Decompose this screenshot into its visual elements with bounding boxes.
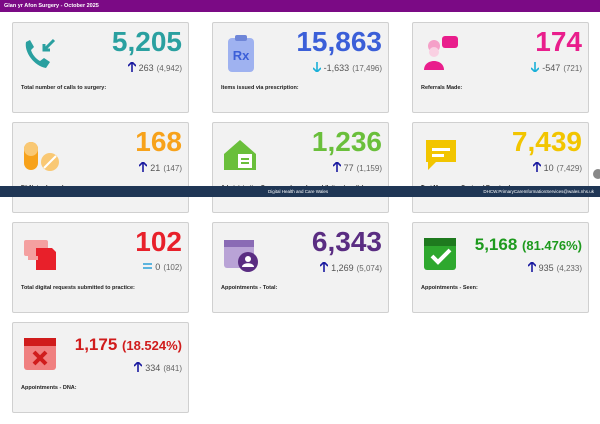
change-value: 935	[538, 263, 554, 273]
value-number: 168	[135, 126, 182, 157]
kpi-label: Appointments - Seen:	[421, 285, 478, 291]
value-number: 15,863	[296, 26, 382, 57]
value-number: 6,343	[311, 226, 382, 257]
previous-value: (102)	[163, 262, 182, 272]
trend-arrow	[138, 161, 148, 174]
card-icon	[224, 140, 256, 170]
change-value: 263	[138, 63, 154, 73]
previous-value: (1,159)	[356, 163, 382, 173]
kpi-card: 102 0 (102) Total digital requests submitte…	[12, 222, 189, 313]
kpi-value: 1,236	[312, 126, 382, 158]
trend-arrow	[319, 261, 329, 274]
svg-text:Rx: Rx	[233, 48, 250, 63]
card-icon	[24, 240, 56, 270]
change-value: 10	[543, 163, 554, 173]
kpi-card: 174 -547 (721) Referrals Made:	[412, 22, 589, 113]
trend-arrow	[127, 61, 137, 74]
kpi-change: 334 (841)	[133, 361, 182, 374]
value-number: 1,175	[74, 335, 118, 354]
kpi-label: Items issued via prescription:	[221, 85, 299, 91]
value-number: 174	[535, 26, 582, 57]
change-value: 77	[343, 163, 354, 173]
kpi-card: 1,175 (18.524%) 334 (841) Appointments - DN…	[12, 322, 189, 413]
change-value: 334	[145, 363, 161, 373]
kpi-card: 6,343 1,269 (5,074) Appointments - Total:	[212, 222, 389, 313]
kpi-change: 263 (4,942)	[127, 61, 182, 74]
kpi-label: Referrals Made:	[421, 85, 463, 91]
previous-value: (17,496)	[352, 63, 382, 73]
kpi-value: 5,205	[112, 26, 182, 58]
card-icon	[424, 238, 456, 270]
card-icon	[25, 38, 56, 68]
header-title: Glan yr Afon Surgery - October 2025	[0, 0, 600, 12]
value-number: 102	[135, 226, 182, 257]
kpi-change: 10 (7,429)	[532, 161, 582, 174]
value-number: 7,439	[511, 126, 582, 157]
kpi-card: 5,168 (81.476%) 935 (4,233) Appointments - …	[412, 222, 589, 313]
kpi-value: 15,863	[296, 26, 382, 58]
kpi-value: 102	[135, 226, 182, 258]
card-icon	[24, 338, 56, 370]
kpi-change: 21 (147)	[138, 161, 182, 174]
value-number: 1,236	[311, 126, 382, 157]
change-value: 21	[150, 163, 161, 173]
kpi-value: 174	[535, 26, 582, 58]
scroll-handle[interactable]	[593, 169, 600, 179]
trend-arrow	[312, 62, 322, 74]
card-icon	[426, 140, 456, 170]
previous-value: (721)	[563, 63, 582, 73]
card-icon	[24, 142, 59, 171]
previous-value: (5,074)	[356, 263, 382, 273]
kpi-change: 77 (1,159)	[332, 161, 382, 174]
value-percent: (18.524%)	[122, 338, 182, 353]
change-value: 1,269	[331, 263, 354, 273]
kpi-label: Total digital requests submitted to prac…	[21, 285, 135, 291]
previous-value: (7,429)	[556, 163, 582, 173]
kpi-change: 0 (102)	[143, 262, 182, 272]
card-icon: Rx	[228, 35, 254, 72]
kpi-change: -547 (721)	[530, 62, 582, 74]
card-icon	[224, 240, 258, 272]
trend-arrow	[143, 262, 153, 272]
previous-value: (841)	[163, 363, 182, 373]
kpi-change: 935 (4,233)	[527, 261, 582, 274]
kpi-value: 1,175 (18.524%)	[75, 335, 182, 355]
card-icon	[424, 36, 458, 70]
trend-arrow	[530, 62, 540, 74]
previous-value: (4,233)	[556, 263, 582, 273]
kpi-label: Appointments - Total:	[221, 285, 278, 291]
trend-arrow	[527, 261, 537, 274]
kpi-value: 7,439	[512, 126, 582, 158]
kpi-value: 168	[135, 126, 182, 158]
previous-value: (147)	[163, 163, 182, 173]
trend-arrow	[532, 161, 542, 174]
kpi-card: 5,205 263 (4,942) Total number of calls to …	[12, 22, 189, 113]
value-number: 5,168	[474, 235, 518, 254]
kpi-change: 1,269 (5,074)	[319, 261, 382, 274]
kpi-value: 5,168 (81.476%)	[475, 235, 582, 255]
kpi-value: 6,343	[312, 226, 382, 258]
footer-email[interactable]: DHCW.PrimaryCareInformationServices@wale…	[483, 189, 594, 194]
footer-left: Digital Health and Care Wales	[268, 189, 329, 194]
footer-bar: Digital Health and Care Wales DHCW.Prima…	[0, 186, 600, 197]
kpi-change: -1,633 (17,496)	[312, 62, 382, 74]
trend-arrow	[133, 361, 143, 374]
kpi-label: Total number of calls to surgery:	[21, 85, 107, 91]
change-value: -1,633	[323, 63, 350, 73]
change-value: 0	[155, 262, 161, 272]
kpi-label: Appointments - DNA:	[21, 385, 77, 391]
value-number: 5,205	[111, 26, 182, 57]
kpi-card: Rx 15,863 -1,633 (17,496) Items issued via p…	[212, 22, 389, 113]
previous-value: (4,942)	[156, 63, 182, 73]
value-percent: (81.476%)	[522, 238, 582, 253]
trend-arrow	[332, 161, 342, 174]
change-value: -547	[542, 63, 561, 73]
